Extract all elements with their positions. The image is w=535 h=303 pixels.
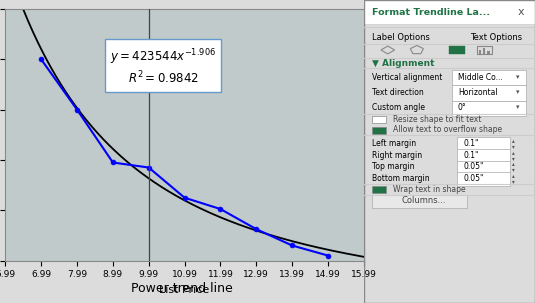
FancyBboxPatch shape bbox=[487, 51, 490, 54]
FancyBboxPatch shape bbox=[372, 186, 386, 193]
FancyBboxPatch shape bbox=[457, 161, 510, 174]
FancyBboxPatch shape bbox=[483, 48, 485, 54]
FancyBboxPatch shape bbox=[372, 127, 386, 134]
FancyBboxPatch shape bbox=[478, 50, 481, 54]
Text: Left margin: Left margin bbox=[372, 139, 416, 148]
FancyBboxPatch shape bbox=[452, 70, 525, 85]
Text: Text Options: Text Options bbox=[470, 33, 522, 42]
FancyBboxPatch shape bbox=[449, 46, 465, 54]
FancyBboxPatch shape bbox=[457, 137, 510, 150]
Text: ▾: ▾ bbox=[512, 168, 515, 172]
FancyBboxPatch shape bbox=[457, 172, 510, 186]
Text: 0.05": 0.05" bbox=[463, 162, 484, 171]
Text: Power trend line: Power trend line bbox=[131, 282, 233, 295]
FancyBboxPatch shape bbox=[452, 101, 525, 116]
Text: 0°: 0° bbox=[458, 103, 467, 112]
Text: Vertical alignment: Vertical alignment bbox=[372, 73, 443, 82]
Text: ▴: ▴ bbox=[512, 138, 515, 143]
Text: Horizontal: Horizontal bbox=[458, 88, 498, 97]
Text: Resize shape to fit text: Resize shape to fit text bbox=[393, 115, 482, 124]
FancyBboxPatch shape bbox=[364, 0, 535, 24]
Text: Columns...: Columns... bbox=[401, 196, 446, 205]
FancyBboxPatch shape bbox=[457, 149, 510, 162]
Text: ▾: ▾ bbox=[512, 156, 515, 161]
Text: 0.1": 0.1" bbox=[463, 151, 479, 160]
FancyBboxPatch shape bbox=[371, 195, 468, 208]
Text: ▾: ▾ bbox=[516, 105, 519, 111]
Text: Top margin: Top margin bbox=[372, 162, 415, 171]
Text: Label Options: Label Options bbox=[372, 33, 430, 42]
Text: $y = 423544x^{-1.906}$
$R^2 = 0.9842$: $y = 423544x^{-1.906}$ $R^2 = 0.9842$ bbox=[110, 48, 216, 86]
Text: Bottom margin: Bottom margin bbox=[372, 174, 430, 183]
Text: ▾: ▾ bbox=[512, 144, 515, 149]
Text: Custom angle: Custom angle bbox=[372, 103, 425, 112]
Text: Wrap text in shape: Wrap text in shape bbox=[393, 185, 465, 194]
Text: Right margin: Right margin bbox=[372, 151, 423, 160]
Text: 0.05": 0.05" bbox=[463, 174, 484, 183]
Text: Allow text to overflow shape: Allow text to overflow shape bbox=[393, 125, 502, 135]
Text: ▼ Alignment: ▼ Alignment bbox=[372, 59, 435, 68]
Text: 0.1": 0.1" bbox=[463, 139, 479, 148]
FancyBboxPatch shape bbox=[372, 116, 386, 123]
Text: x: x bbox=[518, 7, 525, 17]
Text: ▴: ▴ bbox=[512, 161, 515, 166]
Text: ▴: ▴ bbox=[512, 173, 515, 178]
Text: Format Trendline La...: Format Trendline La... bbox=[372, 8, 491, 17]
Text: Middle Co...: Middle Co... bbox=[458, 73, 503, 82]
FancyBboxPatch shape bbox=[452, 85, 525, 101]
Text: ▴: ▴ bbox=[512, 150, 515, 155]
Text: ▾: ▾ bbox=[512, 179, 515, 184]
X-axis label: List Price: List Price bbox=[159, 285, 210, 295]
Text: ▾: ▾ bbox=[516, 74, 519, 80]
Text: ▾: ▾ bbox=[516, 89, 519, 95]
Text: Text direction: Text direction bbox=[372, 88, 424, 97]
